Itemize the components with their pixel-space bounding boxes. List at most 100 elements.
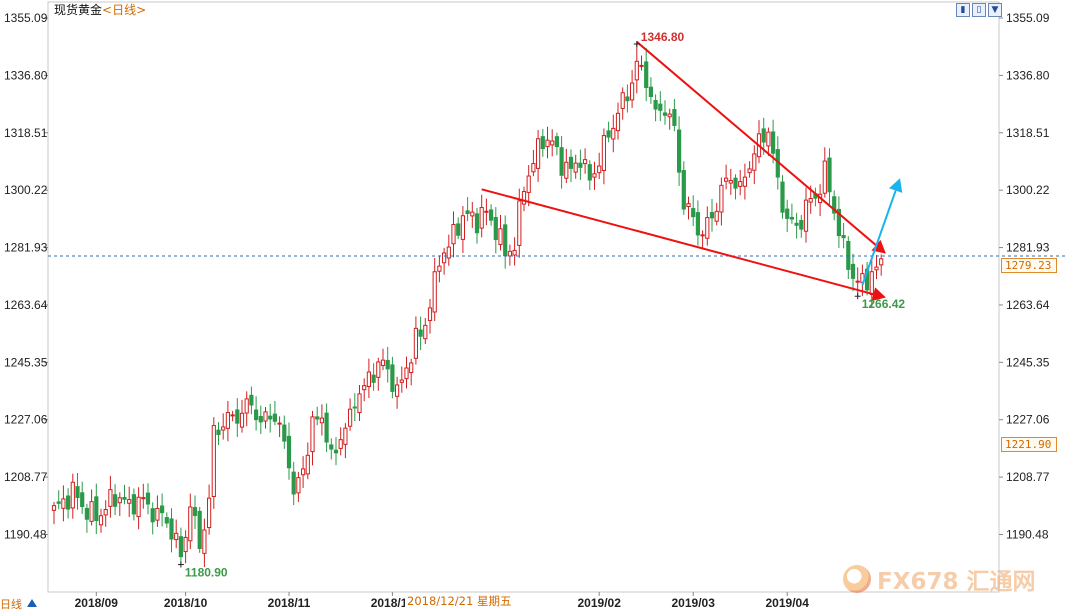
candle-body — [573, 162, 578, 173]
candle-body — [404, 367, 409, 380]
candle-body — [98, 515, 104, 526]
candle-body — [597, 165, 602, 174]
candle-body — [606, 130, 611, 138]
candle-body — [413, 327, 418, 359]
candle-body — [164, 517, 169, 524]
candle-body — [583, 159, 588, 165]
zoom-out-button[interactable]: ▮ — [956, 3, 970, 17]
trendlines — [48, 41, 1067, 301]
y-tick-label-left: 1208.77 — [4, 470, 48, 484]
watermark-logo-icon — [843, 565, 871, 593]
bar-chart-icon: ▮ — [960, 5, 966, 15]
zoom-in-button[interactable]: ▯ — [972, 3, 986, 17]
candle-body — [780, 181, 785, 213]
candle-body — [305, 454, 310, 475]
candle-body — [850, 263, 856, 279]
candle-body — [653, 99, 658, 110]
watermark-text: FX678 汇通网 — [877, 569, 1036, 595]
candle-body — [456, 223, 461, 236]
candle-body — [409, 362, 414, 374]
candle-body — [747, 168, 752, 174]
candle-body — [648, 86, 653, 98]
candle-body — [371, 374, 376, 383]
candle-body — [249, 394, 254, 406]
candle-body — [178, 536, 184, 558]
candle-body — [362, 385, 367, 391]
candle-body — [489, 209, 494, 221]
candle-body — [366, 371, 371, 388]
y-tick-label-right: 1263.64 — [1006, 298, 1050, 312]
period-corner-label[interactable]: 日线 — [0, 598, 22, 611]
candle-body — [89, 501, 94, 522]
candle-body — [244, 398, 249, 414]
candle-body — [56, 501, 61, 504]
candle-body — [122, 497, 127, 500]
candle-body — [207, 497, 212, 529]
candle-body — [545, 139, 550, 148]
candle-body — [75, 486, 80, 499]
candle-body — [832, 196, 837, 214]
crosshair-date-label: 2018/12/21 星期五 — [405, 593, 514, 609]
candle-body — [724, 177, 729, 182]
candle-body — [338, 439, 343, 449]
candle-body — [630, 82, 635, 101]
candle-body — [291, 471, 296, 495]
triangle-up-icon[interactable] — [27, 599, 37, 607]
candle-body — [174, 532, 179, 541]
candle-body — [113, 494, 118, 507]
candle-body — [348, 408, 353, 427]
candle-body — [700, 234, 705, 237]
candle-body — [874, 266, 879, 271]
candle-body — [789, 216, 794, 220]
candle-body — [183, 536, 188, 553]
x-tick-label: 2019/03 — [672, 596, 716, 610]
candle-body — [155, 507, 160, 521]
candle-body — [785, 208, 790, 219]
scroll-down-button[interactable]: ▼ — [988, 3, 1002, 17]
candle-body — [559, 147, 564, 176]
x-tick-label: 2018/12 — [371, 596, 415, 610]
candle-body — [498, 228, 503, 246]
y-tick-label-left: 1355.09 — [4, 11, 48, 25]
candle-body — [131, 494, 137, 515]
candle-body — [108, 489, 113, 507]
candle-body — [395, 384, 400, 397]
low-annotation: 1266.42 — [862, 297, 906, 311]
candle-body — [376, 361, 381, 378]
candle-body — [691, 208, 696, 218]
candle-body — [550, 140, 555, 146]
candle-body — [869, 271, 874, 296]
candle-body — [705, 217, 710, 239]
candle-body — [846, 240, 851, 270]
candle-body — [315, 416, 320, 420]
candle-body — [733, 177, 738, 189]
candle-body — [51, 505, 57, 511]
y-tick-label-left: 1227.06 — [4, 413, 48, 427]
low-annotation: 1180.90 — [185, 566, 228, 580]
candle-body — [634, 60, 639, 81]
candle-body — [446, 246, 451, 259]
candle-body — [484, 210, 489, 213]
bar-chart-icon: ▯ — [976, 5, 982, 15]
candle-body — [493, 216, 498, 241]
candle-body — [296, 477, 301, 494]
candle-body — [127, 499, 132, 504]
candle-body — [879, 258, 884, 266]
candle-body — [658, 103, 663, 111]
plot-frame — [47, 1, 1000, 593]
candle-body — [644, 61, 649, 89]
candle-body — [536, 138, 541, 169]
candle-body — [771, 131, 776, 154]
high-annotation: 1346.80 — [641, 30, 685, 44]
candle-body — [437, 265, 442, 272]
candle-body — [277, 422, 282, 425]
grid — [47, 1, 1000, 593]
upper-trendline — [636, 41, 877, 246]
candle-body — [738, 181, 743, 187]
candle-body — [282, 424, 287, 442]
candle-body — [794, 222, 799, 226]
y-tick-label-left: 1300.22 — [4, 183, 48, 197]
candle-body — [216, 429, 221, 435]
candle-body — [601, 135, 606, 171]
